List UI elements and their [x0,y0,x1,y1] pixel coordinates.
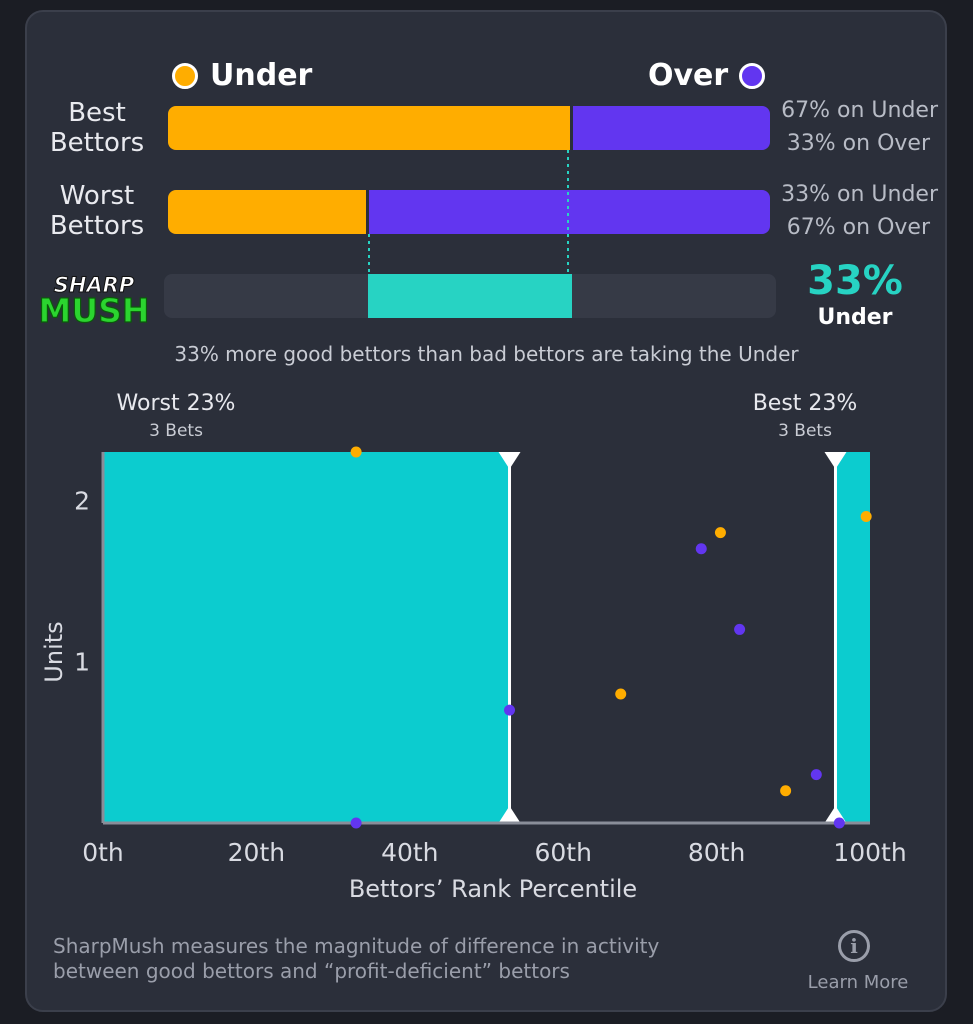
under-point-3 [780,785,792,797]
over-point-2 [695,543,707,555]
over-point-5 [833,817,845,829]
sharpmush-side: Under [817,305,893,330]
best-region [835,452,870,823]
best-label-line1: Best [68,98,126,128]
over-point-1 [504,704,516,716]
best-under-segment [168,106,570,150]
sharpmush-value: 33% [807,258,903,304]
x-tick-label: 0th [82,838,124,867]
y-tick-label: 2 [74,486,90,515]
worst-over-pct: 67% on Over [786,215,930,240]
worst-under-segment [168,190,366,234]
footer-line1: SharpMush measures the magnitude of diff… [53,934,660,958]
logo-mush-text: MUSH [38,291,149,328]
x-tick-label: 40th [381,838,438,867]
footer-description: SharpMush measures the magnitude of diff… [53,934,659,984]
worst-boundary-top-marker [498,452,521,469]
worst-boundary-bottom-marker [498,806,521,823]
x-tick-label: 60th [534,838,591,867]
over-legend-dot [739,63,765,89]
over-point-0 [350,817,362,829]
under-point-1 [615,688,627,700]
sharpmush-range-fill [367,274,573,318]
x-tick-label: 20th [228,838,285,867]
info-glyph: i [850,934,858,958]
learn-more-label: Learn More [807,972,909,993]
under-point-0 [350,446,362,458]
best-bettors-label: Best Bettors [32,98,162,158]
worst-label-line1: Worst [59,181,135,211]
footer-line2: between good bettors and “profit-deficie… [53,959,570,983]
best-over-pct: 33% on Over [786,131,930,156]
worst-under-pct: 33% on Under [781,182,938,207]
best-label-line2: Bettors [49,128,145,158]
over-point-4 [810,769,822,781]
scatter-chart: Worst 23% 3 Bets Best 23% 3 Bets 0th 20th 40th… [40,391,907,903]
best-region-sublabel: 3 Bets [778,421,832,441]
under-point-2 [714,527,726,539]
over-point-3 [734,623,746,635]
under-legend-dot [172,63,198,89]
x-tick-label: 80th [688,838,745,867]
worst-bettors-bar [168,190,770,234]
best-over-segment [573,106,770,150]
worst-region-label: Worst 23% [117,391,236,416]
y-axis-title: Units [40,621,68,682]
worst-label-line2: Bettors [49,211,145,241]
under-legend-label: Under [210,58,313,93]
best-region-label: Best 23% [753,391,858,416]
sharpmush-caption: 33% more good bettors than bad bettors a… [174,342,799,366]
logo-sharp-text: SHARP [54,273,135,297]
range-connector-lines [368,150,569,276]
sharpmush-range-bar [164,274,776,318]
best-under-pct: 67% on Under [781,98,938,123]
worst-region-sublabel: 3 Bets [149,421,203,441]
sharpmush-logo: SHARP MUSH [38,273,150,329]
under-point-4 [860,511,872,523]
y-tick-label: 1 [74,648,90,677]
worst-region [103,452,510,823]
worst-bettors-label: Worst Bettors [32,181,162,241]
over-legend-label: Over [648,58,729,93]
best-boundary-top-marker [824,452,847,469]
info-icon: i [838,930,870,962]
worst-over-segment [369,190,770,234]
best-bettors-bar [168,106,770,150]
x-tick-label: 100th [833,838,906,867]
x-axis-title: Bettors’ Rank Percentile [349,875,637,903]
learn-more-button[interactable]: i Learn More [800,928,916,998]
